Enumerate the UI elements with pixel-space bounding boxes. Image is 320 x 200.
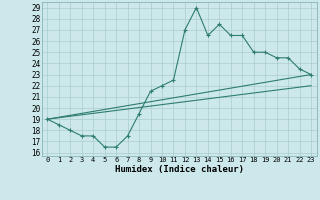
X-axis label: Humidex (Indice chaleur): Humidex (Indice chaleur) [115, 165, 244, 174]
